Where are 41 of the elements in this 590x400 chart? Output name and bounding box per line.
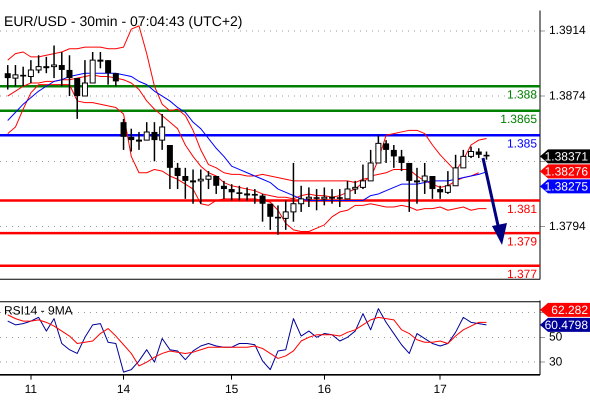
ref-line-label: 1.3865 bbox=[500, 112, 538, 126]
x-tick-label: 15 bbox=[224, 382, 239, 396]
text: 1.38275 bbox=[544, 180, 588, 194]
candlestick bbox=[476, 148, 482, 159]
candlestick bbox=[429, 175, 436, 200]
candlestick bbox=[228, 183, 235, 202]
candlestick bbox=[120, 118, 127, 151]
chart-title: RSI14 - 9MA bbox=[4, 304, 73, 318]
candlestick bbox=[58, 51, 65, 88]
candlestick bbox=[398, 149, 405, 172]
candlestick bbox=[252, 188, 258, 204]
y-tick-label: 1.3874 bbox=[549, 88, 586, 102]
y-tick-label: 1.3794 bbox=[549, 218, 586, 233]
x-tick-label: 16 bbox=[318, 382, 332, 396]
ref-line-label: 1.385 bbox=[506, 136, 538, 151]
ref-line-label: 1.377 bbox=[506, 267, 538, 282]
candlestick bbox=[4, 64, 11, 90]
text: 60.4798 bbox=[544, 318, 588, 332]
candlestick bbox=[260, 193, 266, 222]
text: 62.282 bbox=[551, 303, 588, 318]
candlestick bbox=[437, 185, 444, 200]
candlestick bbox=[174, 162, 181, 190]
chart-title: EUR/USD - 30min - 07:04:43 (UTC+2) bbox=[4, 13, 242, 30]
y-tick-label: 50 bbox=[549, 330, 563, 344]
x-tick-label: 17 bbox=[433, 382, 448, 396]
text: 1.38371 bbox=[544, 150, 588, 164]
x-tick-label: 14 bbox=[116, 382, 131, 396]
candlestick bbox=[166, 144, 173, 190]
candlestick bbox=[220, 180, 227, 200]
x-tick-label: 11 bbox=[24, 382, 38, 396]
candlestick bbox=[74, 77, 80, 120]
text: 1.38276 bbox=[544, 164, 588, 179]
candlestick bbox=[112, 72, 119, 88]
ref-line-label: 1.379 bbox=[506, 234, 538, 248]
y-tick-label: 1.3914 bbox=[549, 23, 586, 38]
ref-line-label: 1.381 bbox=[506, 202, 538, 216]
candlestick bbox=[390, 144, 397, 169]
candlestick bbox=[267, 202, 274, 231]
candlestick bbox=[66, 54, 72, 97]
y-tick-label: 30 bbox=[549, 354, 563, 368]
ref-line-label: 1.388 bbox=[506, 88, 538, 102]
